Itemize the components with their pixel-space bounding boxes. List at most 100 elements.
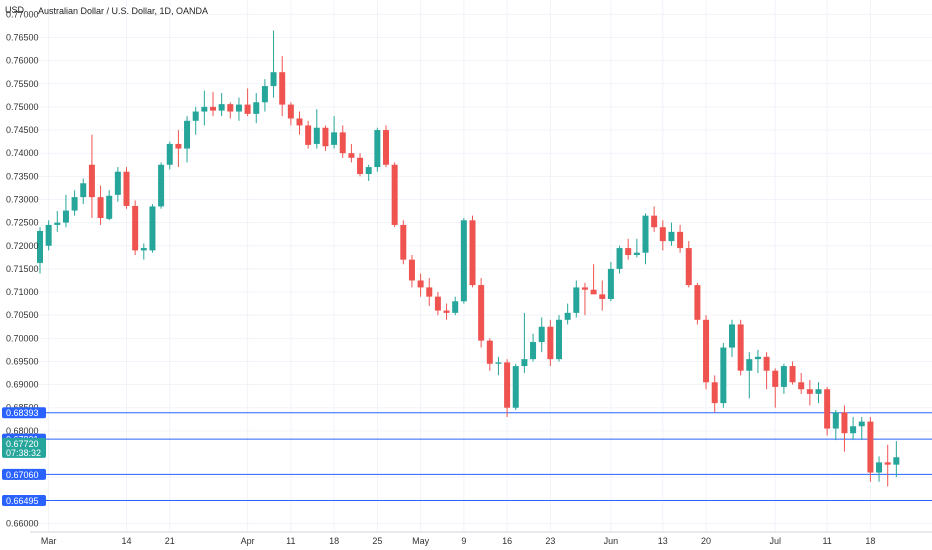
- candle: [106, 190, 113, 221]
- candle: [876, 456, 883, 482]
- candle-body: [140, 248, 147, 251]
- candle: [893, 441, 900, 478]
- candle-body: [884, 462, 891, 465]
- candle: [789, 361, 796, 385]
- candle-body: [417, 280, 424, 288]
- x-tick-label: Apr: [241, 536, 255, 546]
- candle-body: [434, 296, 441, 311]
- candle: [668, 222, 675, 246]
- candle-body: [556, 319, 562, 360]
- candle-body: [495, 362, 502, 364]
- candle-body: [80, 183, 87, 198]
- candle-body: [754, 356, 761, 360]
- candle: [633, 238, 640, 258]
- candle: [858, 416, 865, 441]
- x-tick-label: 11: [822, 536, 831, 546]
- candle-body: [599, 294, 606, 299]
- candle-body: [149, 206, 156, 251]
- candle-body: [478, 285, 485, 341]
- candle-body: [876, 462, 883, 473]
- x-tick-label: 25: [372, 536, 382, 546]
- candle-body: [443, 310, 450, 313]
- candle-body: [711, 382, 718, 404]
- candle: [504, 359, 511, 417]
- candle-body: [867, 421, 874, 473]
- candle-body: [616, 248, 623, 269]
- candle-body: [158, 164, 165, 207]
- candle: [521, 312, 528, 374]
- candle-body: [694, 285, 701, 320]
- candle-body: [815, 389, 822, 394]
- candle: [192, 106, 199, 135]
- candle: [261, 79, 268, 112]
- candle-body: [642, 215, 649, 253]
- x-tick-label: Jul: [769, 536, 781, 546]
- candle-body: [893, 457, 900, 465]
- candle-body: [668, 231, 675, 242]
- y-tick-label: 0.73500: [6, 171, 39, 181]
- candle-body: [97, 197, 104, 218]
- x-axis: Mar 14 21 Apr 11 18 25 May 9 16 23 Jun 13 20 Jul 11 18: [41, 536, 876, 546]
- y-tick-label: 0.76000: [6, 56, 39, 66]
- candle-body: [581, 287, 588, 290]
- level-price-tag: 0.67060: [2, 468, 46, 480]
- x-tick-label: 18: [865, 536, 875, 546]
- candle: [607, 261, 614, 302]
- y-tick-label: 0.66000: [6, 518, 39, 528]
- x-tick-label: 9: [461, 536, 466, 546]
- x-tick-label: Jun: [604, 536, 619, 546]
- candle-body: [426, 287, 433, 297]
- candle: [616, 245, 623, 274]
- candle: [452, 296, 459, 316]
- candle-body: [279, 72, 286, 105]
- chart-title: Australian Dollar / U.S. Dollar, 1D, OAN…: [38, 6, 208, 16]
- candle-body: [858, 421, 865, 427]
- candle-body: [296, 118, 303, 126]
- candle: [486, 338, 493, 371]
- candle: [235, 97, 242, 121]
- candle: [348, 143, 355, 163]
- x-tick-label: 11: [286, 536, 295, 546]
- candle-body: [88, 164, 95, 198]
- candle-body: [374, 130, 381, 168]
- candle: [253, 93, 260, 124]
- y-tick-label: 0.69500: [6, 356, 39, 366]
- candle-body: [625, 248, 632, 256]
- y-tick-label: 0.72500: [6, 218, 39, 228]
- candle-body: [261, 86, 268, 103]
- candle-body: [659, 227, 666, 242]
- candle: [313, 109, 320, 149]
- level-price-tag: 0.68393: [2, 407, 46, 419]
- candle-body: [746, 359, 753, 371]
- candle: [590, 264, 597, 295]
- candle: [97, 185, 104, 225]
- candle: [547, 319, 554, 367]
- candle-body: [824, 389, 831, 429]
- candle: [140, 243, 147, 260]
- candle: [175, 130, 182, 168]
- candle: [417, 273, 424, 297]
- candle: [659, 220, 666, 251]
- candle: [322, 125, 329, 151]
- candle: [530, 333, 537, 362]
- y-tick-label: 0.76500: [6, 32, 39, 42]
- candle-body: [486, 340, 493, 364]
- candle: [80, 178, 87, 205]
- level-price-tag-text: 0.66495: [6, 496, 39, 506]
- y-tick-label: 0.73000: [6, 194, 39, 204]
- candle-body: [780, 366, 787, 387]
- level-price-tag-bg: [2, 407, 46, 419]
- candle-body: [175, 143, 182, 149]
- candle-body: [166, 143, 173, 165]
- candle-body: [313, 127, 320, 144]
- candle-body: [651, 215, 658, 228]
- candle: [625, 238, 632, 260]
- candle-body: [192, 111, 199, 121]
- candle-body: [590, 289, 597, 295]
- candle: [556, 315, 562, 362]
- candle: [720, 342, 727, 408]
- candle: [599, 280, 606, 311]
- candle: [564, 303, 571, 325]
